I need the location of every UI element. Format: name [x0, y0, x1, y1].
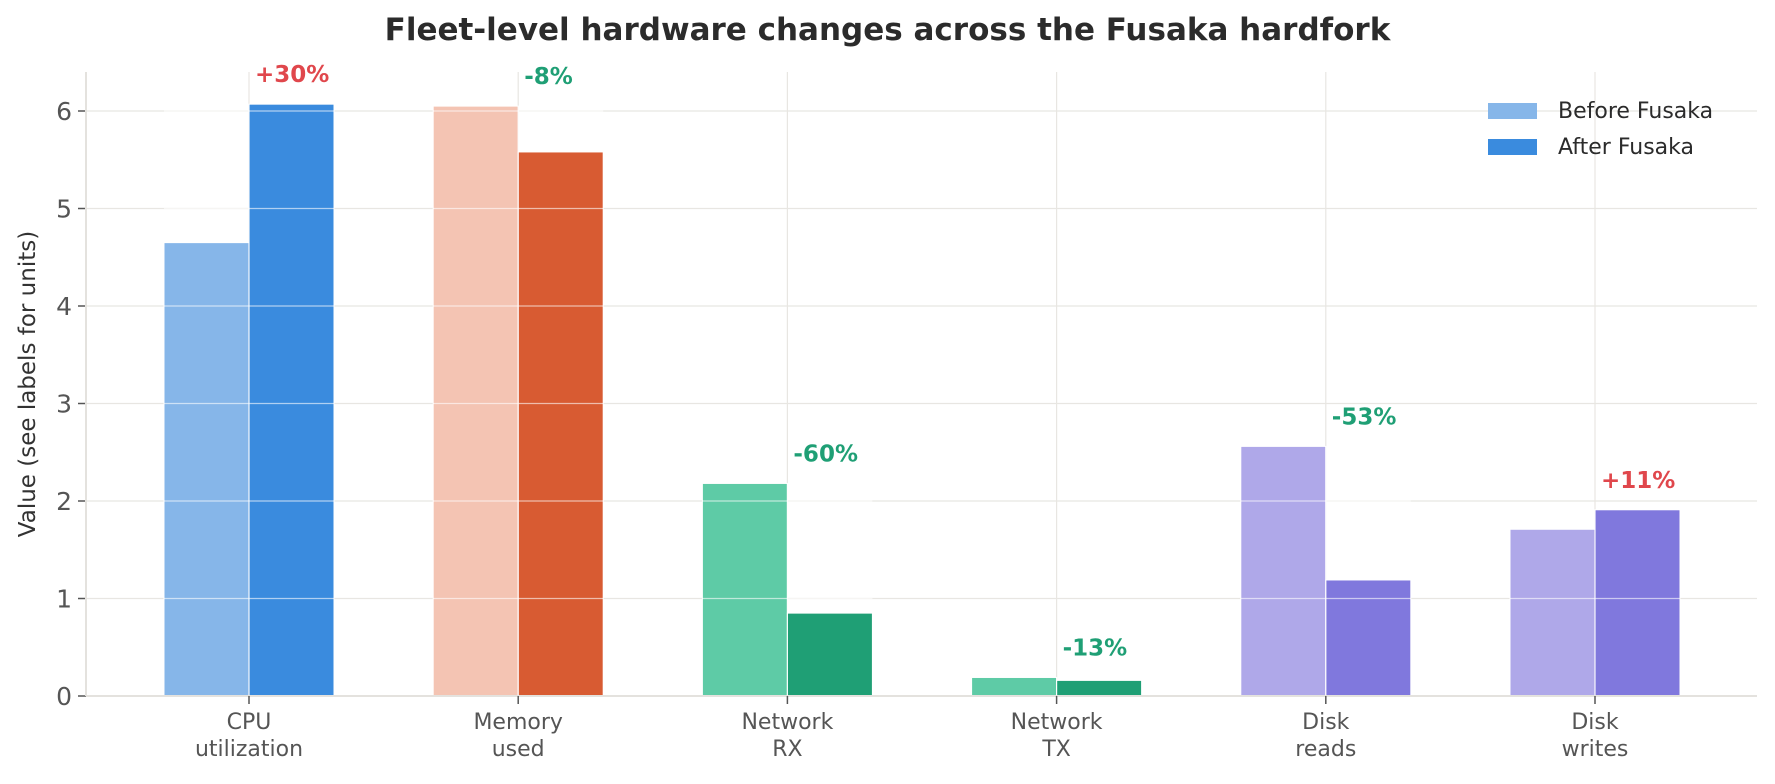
- change-annotation: -60%: [793, 441, 858, 467]
- x-tick-label: Memory: [473, 710, 562, 735]
- chart-title: Fleet-level hardware changes across the …: [384, 12, 1391, 48]
- legend-item-before: Before Fusaka: [1488, 93, 1713, 129]
- x-tick-label: Network: [1011, 710, 1103, 735]
- legend-swatch-before: [1488, 103, 1537, 119]
- x-tick-label: TX: [1041, 737, 1071, 762]
- change-annotation: -13%: [1063, 635, 1128, 661]
- bar-before: [1509, 528, 1596, 697]
- x-tick-label: writes: [1562, 737, 1629, 762]
- y-tick-label: 3: [56, 390, 72, 419]
- x-tick-label: Disk: [1571, 710, 1619, 735]
- bar-before: [163, 242, 250, 697]
- legend-item-after: After Fusaka: [1488, 129, 1713, 165]
- x-tick-label: reads: [1295, 737, 1356, 762]
- legend-label-before: Before Fusaka: [1558, 98, 1714, 124]
- change-annotation: -8%: [524, 64, 573, 90]
- bar-after: [1325, 579, 1412, 697]
- bar-after: [786, 612, 873, 697]
- y-tick-label: 6: [56, 97, 72, 126]
- legend-swatch-after: [1488, 139, 1537, 155]
- y-tick-label: 2: [56, 487, 72, 516]
- x-tick-label: CPU: [227, 710, 272, 735]
- bar-after: [248, 103, 335, 697]
- x-tick-label: Network: [741, 710, 833, 735]
- y-tick-label: 4: [56, 292, 72, 321]
- x-tick-label: used: [492, 737, 545, 762]
- x-tick-label: RX: [772, 737, 802, 762]
- x-tick-label: Disk: [1302, 710, 1350, 735]
- bar-before: [971, 676, 1058, 697]
- y-tick-label: 1: [56, 585, 72, 614]
- bar-before: [701, 482, 788, 697]
- bar-after: [1594, 509, 1681, 697]
- legend-label-after: After Fusaka: [1558, 134, 1694, 160]
- change-annotation: -53%: [1332, 404, 1397, 430]
- bar-after: [517, 151, 604, 697]
- legend: Before Fusaka After Fusaka: [1488, 93, 1713, 165]
- bar-before: [1240, 445, 1327, 697]
- x-tick-label: utilization: [195, 737, 303, 762]
- bar-before: [432, 105, 519, 697]
- bar-after: [1056, 679, 1143, 697]
- change-annotation: +11%: [1601, 468, 1675, 494]
- y-tick-label: 0: [56, 682, 72, 711]
- y-tick-label: 5: [56, 195, 72, 224]
- change-annotation: +30%: [255, 62, 329, 88]
